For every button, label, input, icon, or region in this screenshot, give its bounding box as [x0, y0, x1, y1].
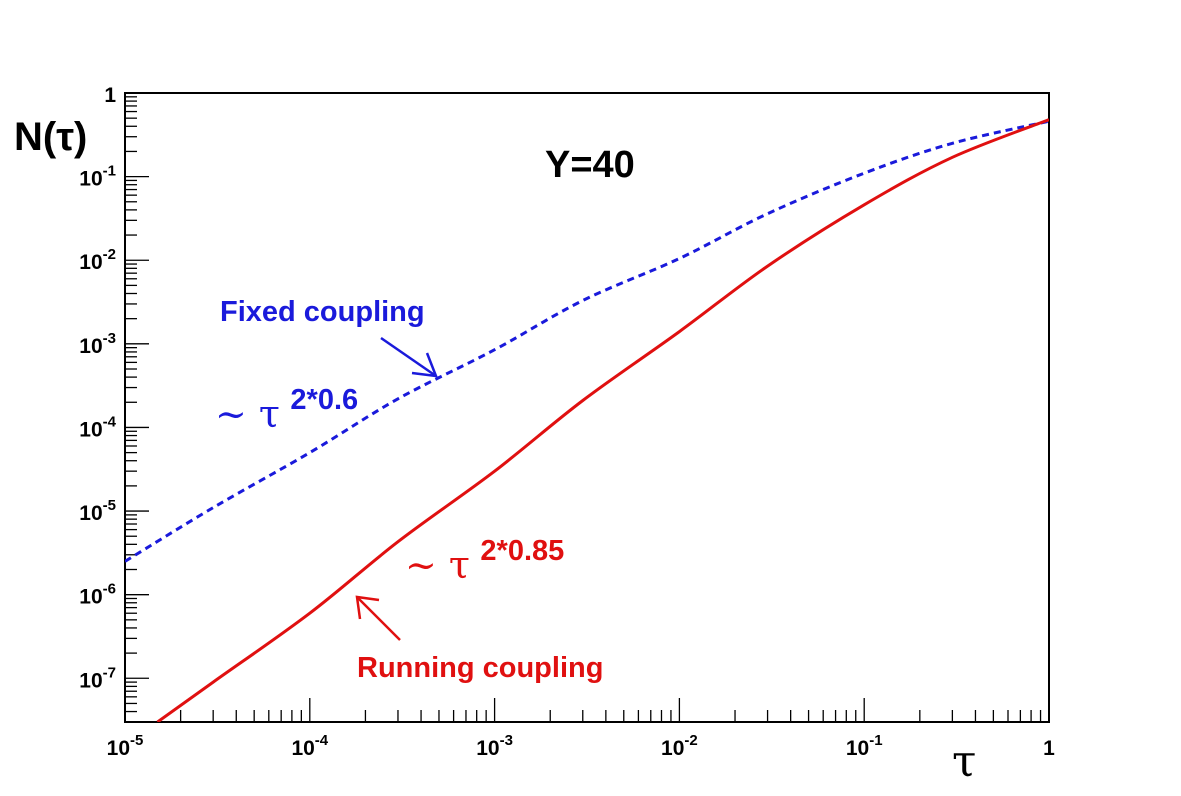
curves [125, 118, 1049, 722]
axis-ticks [124, 92, 1050, 723]
y-tick-label: 10-7 [79, 664, 116, 692]
fixed-coupling-arrow [380, 336, 438, 378]
y-tick-label: 10-5 [79, 497, 116, 525]
fixed-coupling-curve [125, 119, 1049, 563]
y-tick-label: 10-4 [79, 413, 116, 441]
x-tick-label: 1 [1043, 737, 1055, 760]
running-power-base: ~ τ [405, 543, 470, 587]
running-power-label: ~ τ 2*0.85 [405, 535, 564, 587]
running-coupling-arrow [355, 595, 401, 641]
fixed-power-exponent: 2*0.6 [290, 384, 358, 416]
y-axis-title: N(τ) [14, 115, 87, 159]
y-tick-label: 10-6 [79, 581, 116, 609]
plot-frame [124, 92, 1050, 723]
running-coupling-label: Running coupling [357, 652, 603, 684]
x-tick-label: 10-4 [291, 732, 328, 760]
y-tick-label: 10-1 [79, 163, 116, 191]
fixed-power-label: ~ τ 2*0.6 [215, 384, 358, 436]
tick-labels: 10-5 10-4 10-3 10-2 10-1 1 1 10-1 10-2 10-3 10-4 10… [79, 84, 1055, 760]
fixed-power-base: ~ τ [215, 392, 280, 436]
x-tick-label: 10-1 [846, 732, 883, 760]
fixed-coupling-label: Fixed coupling [220, 296, 425, 328]
x-tick-label: 10-5 [107, 732, 144, 760]
x-tick-label: 10-3 [476, 732, 513, 760]
running-coupling-curve [156, 118, 1049, 722]
running-power-exponent: 2*0.85 [480, 535, 564, 567]
chart-title: Y=40 [545, 144, 635, 186]
x-axis-title: τ [952, 736, 976, 787]
y-tick-label: 10-2 [79, 246, 116, 274]
y-tick-label: 10-3 [79, 330, 116, 358]
x-tick-label: 10-2 [661, 732, 698, 760]
y-tick-label: 1 [104, 84, 116, 107]
